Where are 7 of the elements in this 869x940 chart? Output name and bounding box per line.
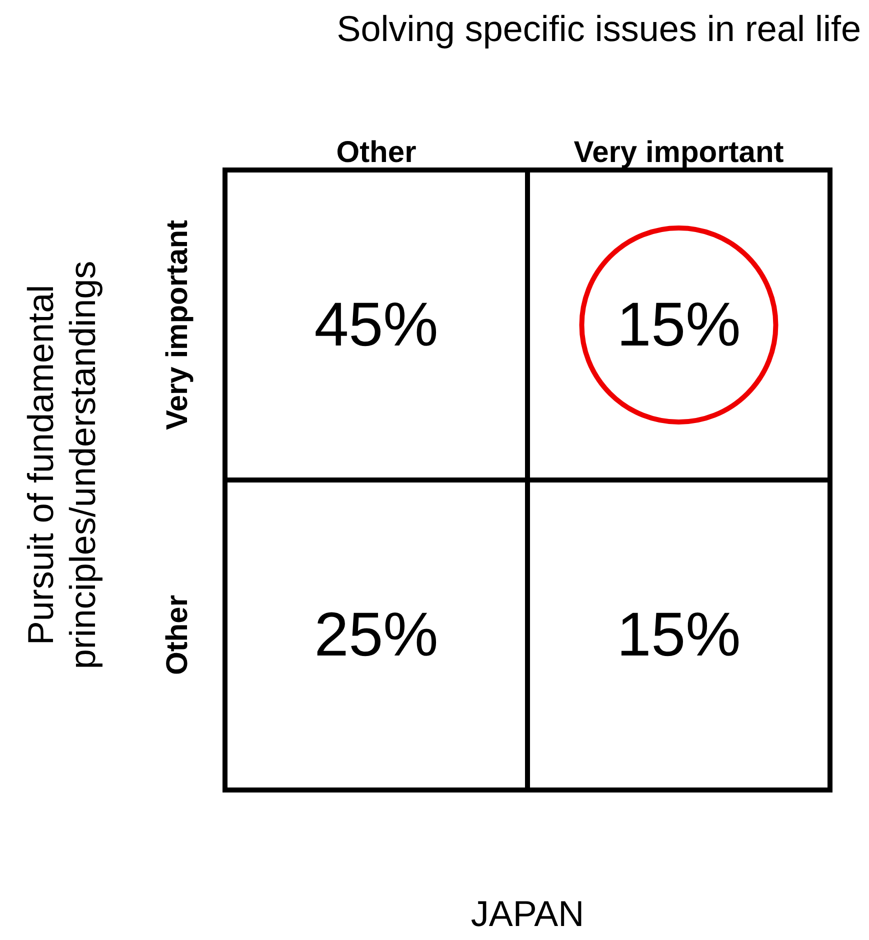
data-label: 45%	[314, 290, 438, 360]
data-label: 15%	[616, 290, 741, 360]
y-axis-title: Pursuit of fundamental principles/understandings	[20, 260, 104, 672]
data-label: 15%	[616, 600, 741, 670]
text: JAPAN	[470, 893, 586, 935]
data-label: 25%	[314, 600, 438, 670]
x-axis-title: Solving specific issues in real life	[336, 8, 862, 50]
